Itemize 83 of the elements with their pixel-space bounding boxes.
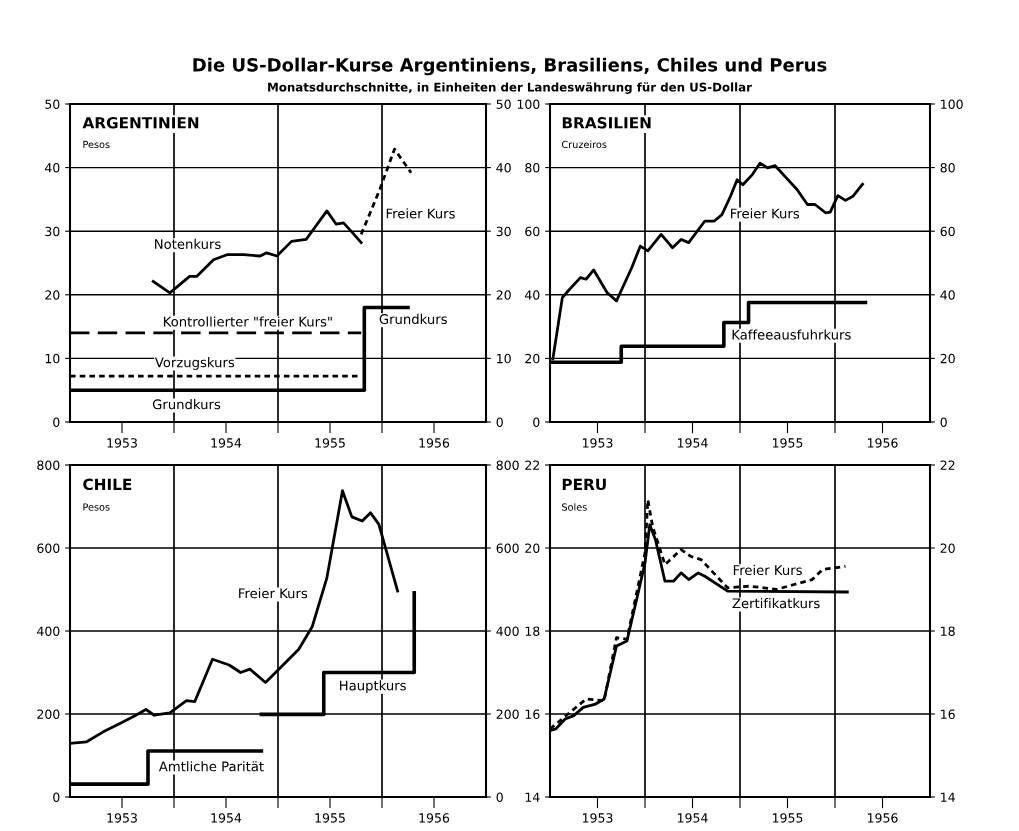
y-tick-label: 200 — [37, 709, 60, 719]
y-tick-label: 16 — [525, 709, 540, 719]
y-tick-label: 50 — [45, 99, 60, 109]
y2-tick-label: 0 — [496, 417, 503, 427]
x-tick-label: 1956 — [419, 813, 450, 823]
y-tick-label: 0 — [53, 792, 60, 802]
y-axis-title: Cruzeiros — [561, 140, 607, 149]
series-label: Freier Kurs — [733, 564, 802, 576]
y2-tick-label: 16 — [941, 709, 955, 719]
y-axis-title: Pesos — [83, 140, 110, 149]
series-label: Freier Kurs — [239, 588, 308, 599]
series-label: Freier Kurs — [731, 208, 800, 219]
y-tick-label: 40 — [44, 163, 60, 173]
x-tick-label: 1953 — [582, 813, 613, 823]
y2-tick-label: 22 — [940, 460, 955, 470]
x-tick-label: 1953 — [582, 438, 613, 448]
y-tick-label: 400 — [37, 626, 60, 636]
series-label: Freier Kurs — [386, 208, 455, 219]
y2-tick-label: 20 — [496, 290, 511, 300]
y-tick-label: 18 — [525, 626, 540, 636]
text: Die US-Dollar-Kurse Argentiniens, Brasiliens, Chiles und Perus — [193, 57, 827, 76]
text: Monatsdurchschnitte, in Einheiten der Landeswährung für den US-Dollar — [268, 82, 752, 94]
y-axis-title: Pesos — [83, 503, 110, 511]
y-tick-label: 20 — [45, 290, 60, 300]
y2-tick-label: 20 — [940, 543, 955, 553]
x-tick-label: 1955 — [315, 813, 345, 823]
y2-tick-label: 40 — [940, 290, 955, 300]
y2-tick-label: 0 — [496, 792, 503, 802]
y-axis-title: Soles — [562, 503, 587, 511]
series-label: Grundkurs — [379, 313, 447, 325]
y2-tick-label: 80 — [940, 163, 955, 173]
y-tick-label: 10 — [45, 353, 60, 364]
y2-tick-label: 20 — [940, 353, 955, 364]
x-tick-label: 1955 — [772, 438, 803, 448]
y-tick-label: 22 — [525, 460, 540, 470]
y2-tick-label: 40 — [496, 163, 511, 173]
x-tick-label: 1955 — [772, 813, 803, 823]
x-tick-label: 1954 — [677, 438, 708, 448]
series-label: Vorzugskurs — [154, 357, 235, 370]
y2-tick-label: 50 — [496, 99, 511, 109]
series-label: Zertifikatkurs — [732, 598, 820, 609]
series-label: Kaffeeausfuhrkurs — [732, 329, 851, 340]
text: CHILE — [83, 478, 132, 491]
y-tick-label: 40 — [524, 290, 540, 300]
y-tick-label: 20 — [525, 543, 540, 553]
y2-tick-label: 60 — [940, 226, 955, 237]
y-tick-label: 60 — [525, 226, 540, 237]
y2-tick-label: 100 — [941, 99, 963, 109]
y2-tick-label: 400 — [496, 626, 519, 636]
x-tick-label: 1953 — [107, 813, 137, 823]
text: Grundkurs — [152, 399, 221, 410]
y-tick-label: 20 — [525, 353, 540, 364]
series-label: Notenkurs — [155, 238, 221, 250]
series-label: Kontrollierter "freier Kurs" — [163, 316, 332, 327]
y-tick-label: 0 — [533, 417, 540, 427]
y2-tick-label: 600 — [496, 543, 519, 553]
x-tick-label: 1955 — [315, 438, 345, 448]
x-tick-label: 1956 — [867, 438, 898, 448]
y2-tick-label: 800 — [496, 460, 519, 470]
x-tick-label: 1956 — [419, 438, 450, 448]
y-tick-label: 30 — [45, 226, 60, 237]
y-tick-label: 100 — [517, 99, 540, 109]
text: ARGENTINIEN — [82, 116, 199, 129]
x-tick-label: 1953 — [107, 438, 137, 448]
y2-tick-label: 18 — [941, 626, 955, 636]
series-label: Amtliche Parität — [158, 761, 264, 772]
y-tick-label: 80 — [525, 163, 540, 173]
y-tick-label: 0 — [53, 417, 60, 427]
y2-tick-label: 200 — [496, 709, 519, 719]
y-tick-label: 800 — [37, 460, 60, 470]
x-tick-label: 1954 — [677, 813, 708, 823]
text: PERU — [562, 478, 606, 491]
y-tick-label: 14 — [525, 792, 540, 802]
y2-tick-label: 30 — [496, 226, 511, 237]
text: BRASILIEN — [562, 116, 651, 129]
x-tick-label: 1956 — [867, 813, 898, 823]
x-tick-label: 1954 — [211, 438, 242, 448]
x-tick-label: 1954 — [211, 813, 242, 823]
y2-tick-label: 10 — [497, 353, 511, 364]
series-label: Hauptkurs — [340, 680, 406, 693]
y2-tick-label: 14 — [941, 792, 955, 802]
y-tick-label: 600 — [37, 543, 60, 553]
y2-tick-label: 0 — [940, 417, 947, 427]
